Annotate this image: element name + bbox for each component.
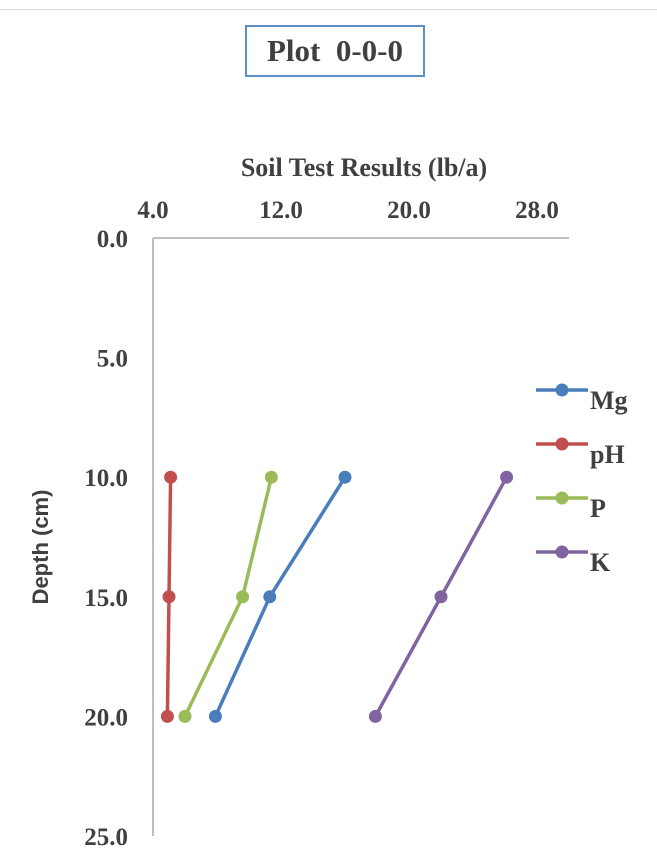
legend-swatch-marker xyxy=(555,383,569,397)
x-tick-label: 20.0 xyxy=(387,197,431,224)
data-point xyxy=(164,470,178,484)
legend-swatch-marker xyxy=(555,437,569,451)
data-point xyxy=(178,709,192,723)
data-point xyxy=(162,590,176,604)
y-tick-label: 20.0 xyxy=(84,704,128,731)
series-line xyxy=(213,475,347,719)
chart-title: Plot 0-0-0 xyxy=(245,25,425,77)
x-axis-title: Soil Test Results (lb/a) xyxy=(241,153,487,182)
x-tick-label: 4.0 xyxy=(137,197,168,224)
legend-swatch-marker xyxy=(555,491,569,505)
data-point xyxy=(264,470,278,484)
series-mg xyxy=(208,470,352,723)
legend: Mg pH PK xyxy=(536,383,628,577)
data-point xyxy=(236,590,250,604)
data-point xyxy=(263,590,277,604)
data-point xyxy=(160,709,174,723)
top-divider-line xyxy=(0,9,657,10)
legend-label: K xyxy=(590,548,611,577)
series-p xyxy=(178,470,278,723)
data-point xyxy=(368,709,382,723)
series-k xyxy=(368,470,514,723)
x-tick-label: 28.0 xyxy=(515,197,559,224)
y-axis-title: Depth (cm) xyxy=(28,490,53,605)
legend-label: pH xyxy=(590,440,625,469)
legend-label: Mg xyxy=(590,386,628,415)
data-point xyxy=(338,470,352,484)
y-tick-label: 5.0 xyxy=(97,346,128,373)
data-point xyxy=(500,470,514,484)
data-point xyxy=(208,709,222,723)
legend-label: P xyxy=(590,494,606,523)
x-tick-label: 12.0 xyxy=(259,197,303,224)
y-tick-label: 0.0 xyxy=(97,226,128,253)
series-ph xyxy=(160,470,178,723)
series-line xyxy=(183,475,274,719)
y-tick-label: 15.0 xyxy=(84,585,128,612)
legend-swatch-marker xyxy=(555,545,569,559)
y-tick-label: 10.0 xyxy=(84,465,128,492)
y-tick-label: 25.0 xyxy=(84,824,128,851)
data-point xyxy=(434,590,448,604)
